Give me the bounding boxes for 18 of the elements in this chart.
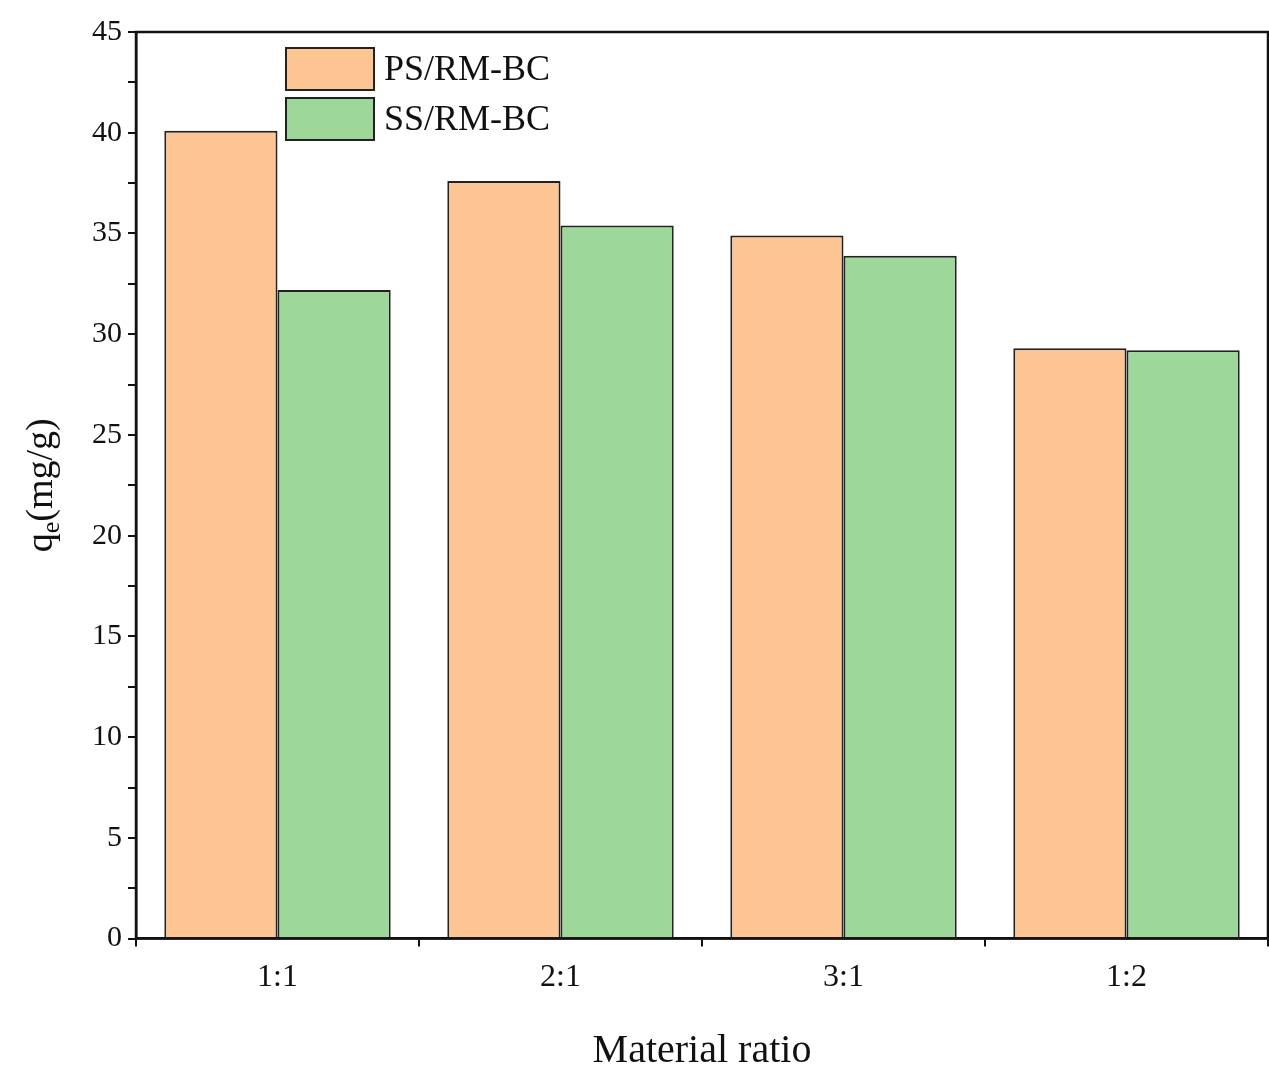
y-tick-label: 5 — [107, 818, 122, 852]
y-tick-label: 30 — [92, 315, 122, 349]
y-tick-label: 15 — [92, 617, 122, 651]
x-tick-label: 2:1 — [540, 957, 581, 994]
y-tick-label: 25 — [92, 415, 122, 449]
y-tick-label: 45 — [92, 12, 122, 46]
legend-label: SS/RM-BC — [384, 98, 551, 139]
x-axis-title: Material ratio — [592, 1025, 812, 1071]
y-tick-label: 0 — [107, 919, 122, 953]
y-tick-label: 40 — [92, 113, 122, 147]
y-tick-label: 10 — [92, 718, 122, 752]
legend-label: PS/RM-BC — [384, 48, 551, 89]
y-axis-title: qe(mg/g) — [17, 418, 65, 553]
x-tick-label: 1:1 — [257, 957, 298, 994]
y-tick-label: 35 — [92, 214, 122, 248]
x-tick-label: 3:1 — [823, 957, 864, 994]
y-tick-label: 20 — [92, 516, 122, 550]
x-tick-label: 1:2 — [1106, 957, 1147, 994]
